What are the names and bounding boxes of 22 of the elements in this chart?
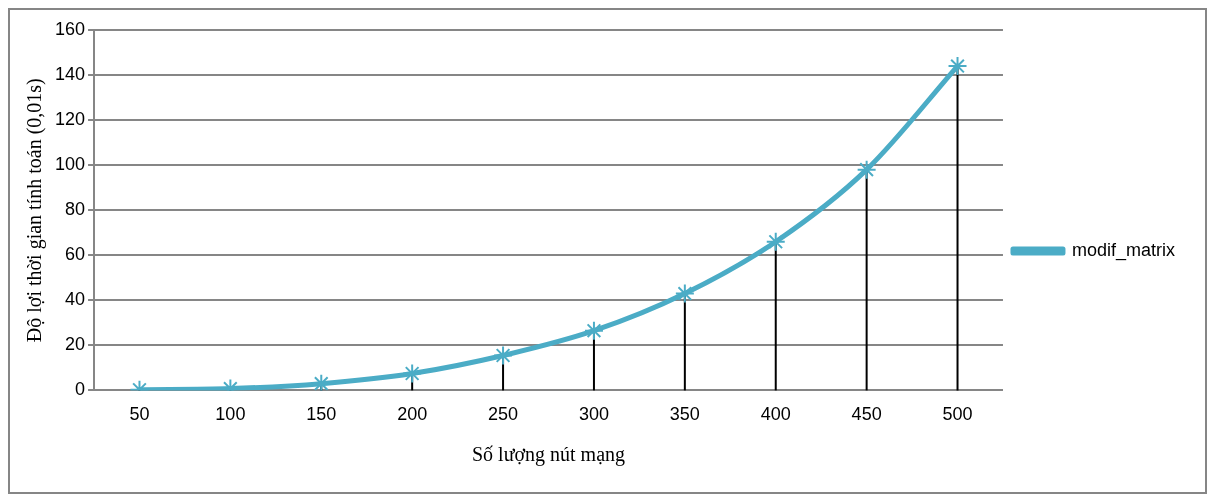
y-tick-label: 100 bbox=[54, 154, 86, 175]
y-tick-label: 80 bbox=[65, 199, 86, 220]
x-tick-label: 500 bbox=[942, 404, 973, 425]
y-tick-label: 120 bbox=[54, 109, 86, 130]
y-tick-label: 160 bbox=[54, 18, 86, 39]
y-tick-label: 40 bbox=[65, 289, 86, 310]
y-axis-title: Độ lợi thời gian tính toán (0,01s) bbox=[23, 78, 47, 343]
x-tick-label: 250 bbox=[488, 404, 519, 425]
x-tick-label: 450 bbox=[851, 404, 882, 425]
x-tick-label: 400 bbox=[760, 404, 791, 425]
x-tick-label: 200 bbox=[397, 404, 428, 425]
y-tick-label: 0 bbox=[75, 379, 86, 400]
legend-label: modif_matrix bbox=[1071, 239, 1176, 261]
x-tick-label: 100 bbox=[215, 404, 246, 425]
x-tick-label: 350 bbox=[669, 404, 700, 425]
x-tick-label: 150 bbox=[306, 404, 337, 425]
x-axis-title: Số lượng nút mạng bbox=[471, 443, 626, 467]
y-tick-label: 140 bbox=[54, 64, 86, 85]
x-tick-label: 300 bbox=[578, 404, 609, 425]
y-tick-label: 60 bbox=[65, 244, 86, 265]
y-tick-label: 20 bbox=[65, 334, 86, 355]
x-tick-label: 50 bbox=[129, 404, 150, 425]
